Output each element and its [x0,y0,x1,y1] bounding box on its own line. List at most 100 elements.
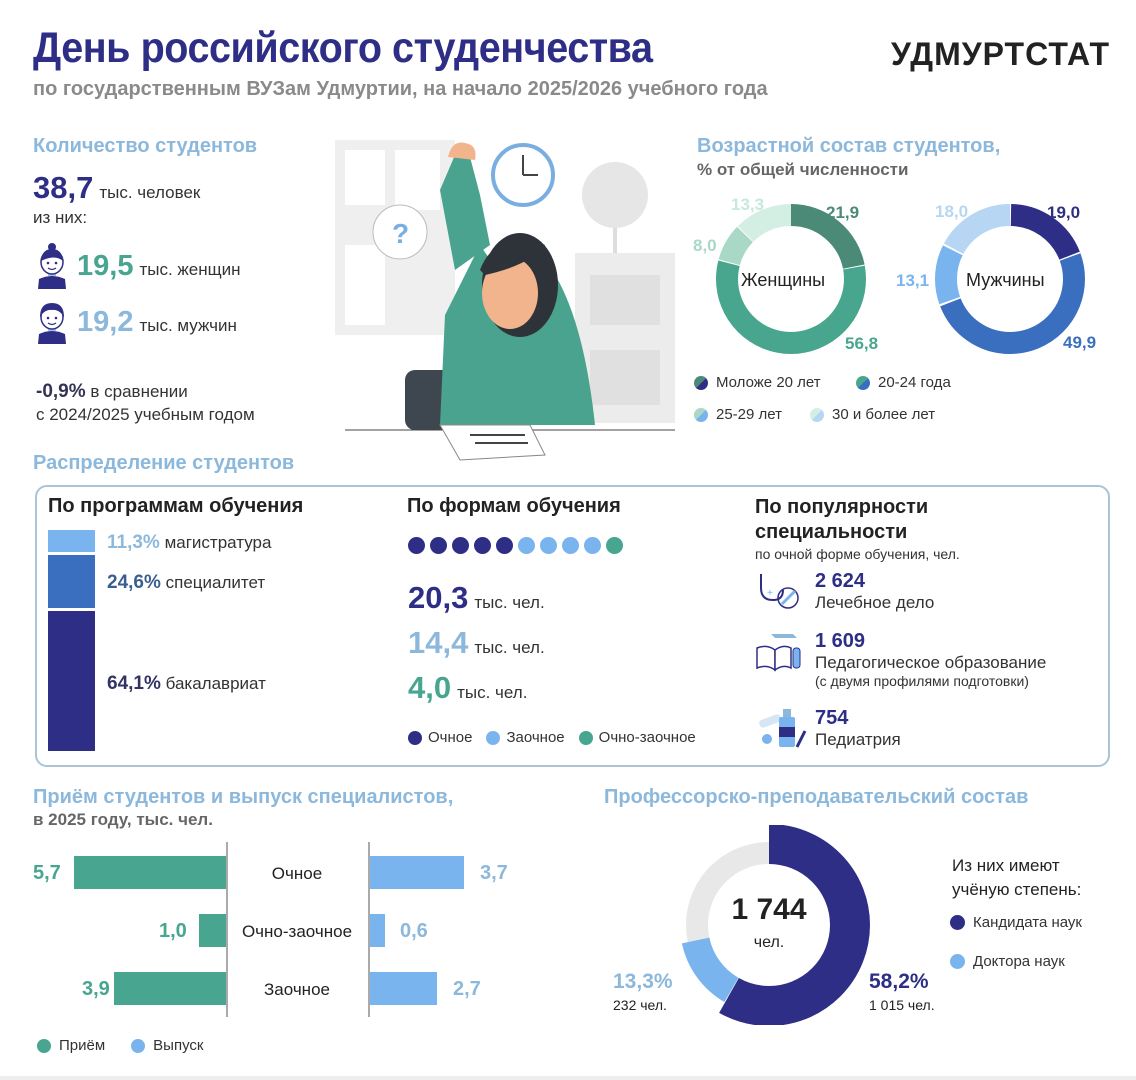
category-extramural: Заочное [264,980,330,999]
parttime-value: 4,0 тыс. чел. [408,670,527,706]
admission-legend: Приём Выпуск [37,1037,203,1054]
admission-title: Приём студентов и выпуск специалистов, [33,786,454,808]
specialist-text: специалитет [165,573,266,592]
student-illustration: ? [330,135,680,465]
specialty-name: Педагогическое образование [815,653,1047,672]
men-30plus-value: 18,0 [935,202,969,221]
axis-line-left [226,842,228,1017]
women-value: 19,5 [77,250,134,282]
change-note: -0,9% в сравнении с 2024/2025 учебным го… [36,380,255,426]
forms-title: По формам обучения [407,495,621,517]
dot-icon [540,537,557,554]
women-25-29-value: 8,0 [693,236,717,255]
women-under20-value: 21,9 [826,203,860,222]
dot-icon [584,537,601,554]
graduate-bar-extramural [370,972,437,1005]
faculty-total-unit: чел. [753,934,785,951]
specialty-count: 1 609 [815,630,866,652]
candidates-dot-icon [950,915,965,930]
candidates-count: 1 015 чел. [869,997,935,1013]
age-legend-20-24: 20-24 года [856,374,951,391]
change-value: -0,9% [36,381,86,402]
stethoscope-icon: + [760,574,799,609]
specialist-bar [48,555,95,608]
admit-value-extramural: 3,9 [82,978,110,1000]
parttime-unit: тыс. чел. [457,683,528,702]
graduate-bar-parttime [370,914,385,947]
legend-dot-icon [856,375,870,390]
education-book-icon [756,634,801,672]
men-count: 19,2 тыс. мужчин [77,306,237,339]
extramural-dot-icon [486,730,501,745]
total-unit: тыс. человек [99,183,201,202]
admit-dot-icon [37,1038,51,1053]
dot-icon [452,537,469,554]
parttime-number: 4,0 [408,670,452,705]
specialty-count: 2 624 [815,570,866,592]
dot-icon [562,537,579,554]
bachelor-pct: 64,1% [107,673,161,694]
dot-icon [496,537,513,554]
masters-label: 11,3% магистратура [107,532,271,554]
bottom-divider [0,1076,1136,1080]
men-25-29-value: 13,1 [896,271,930,290]
change-text: в сравнении [90,382,188,401]
of-them-label: из них: [33,208,88,227]
fulltime-dot-icon [408,730,422,745]
women-donut-label: Женщины [741,270,826,290]
dot-icon [518,537,535,554]
total-value: 38,7 [33,170,94,205]
masters-bar [48,530,95,552]
category-fulltime: Очное [271,864,323,883]
extramural-number: 14,4 [408,625,469,660]
admit-bar-parttime [199,914,226,947]
brand-logo: УДМУРТСТАТ [890,36,1110,72]
svg-text:+: + [767,588,773,599]
graduate-value-fulltime: 3,7 [480,862,508,884]
graduate-value-parttime: 0,6 [400,920,428,942]
popular-note: по очной форме обучения, чел. [755,546,960,562]
students-count-title: Количество студентов [33,135,258,157]
extramural-value: 14,4 тыс. чел. [408,625,545,661]
faculty-total: 1 744 [731,893,807,926]
admit-value-parttime: 1,0 [159,920,187,942]
medicine-bottle-icon [759,709,807,748]
admit-bar-fulltime [74,856,226,889]
legend-label: 30 и более лет [832,406,936,423]
page-title: День российского студенчества [33,24,653,72]
extramural-unit: тыс. чел. [474,638,545,657]
legend-label: 25-29 лет [716,406,782,423]
change-text-2: с 2024/2025 учебным годом [36,405,255,424]
doctors-pct: 13,3% [613,970,673,993]
programs-title: По программам обучения [48,495,304,517]
women-age-donut [716,204,866,354]
specialist-pct: 24,6% [107,572,161,593]
legend-extramural: Заочное [506,729,565,746]
legend-fulltime: Очное [428,729,473,746]
fulltime-number: 20,3 [408,580,469,615]
men-value: 19,2 [77,306,134,338]
specialty-count: 754 [815,707,849,729]
popular-title: По популярности специальности [755,495,928,545]
parttime-dot-icon [578,730,593,745]
faculty-legend-title: Из них имеют учёную степень: [952,854,1081,902]
specialty-item: 754 Педиатрия [755,707,901,751]
svg-text:?: ? [392,218,409,249]
dot-icon [430,537,447,554]
distribution-panel [35,485,1110,767]
axis-line-right [368,842,370,1017]
graduate-dot-icon [131,1038,146,1053]
bachelor-text: бакалавриат [165,674,266,693]
forms-dot-chart [408,537,623,554]
specialty-name: Лечебное дело [815,593,935,612]
age-legend-25-29: 25-29 лет [694,406,782,423]
total-students: 38,7 тыс. человек [33,170,200,206]
forms-legend: Очное Заочное Очно-заочное [408,729,696,746]
masters-pct: 11,3% [107,532,160,553]
doctors-count: 232 чел. [613,997,667,1013]
women-20-24-value: 56,8 [845,334,879,353]
bachelor-bar [48,611,95,751]
women-unit: тыс. женщин [139,260,241,279]
popular-title-line1: По популярности [755,496,929,518]
women-30plus-value: 13,3 [731,195,765,214]
